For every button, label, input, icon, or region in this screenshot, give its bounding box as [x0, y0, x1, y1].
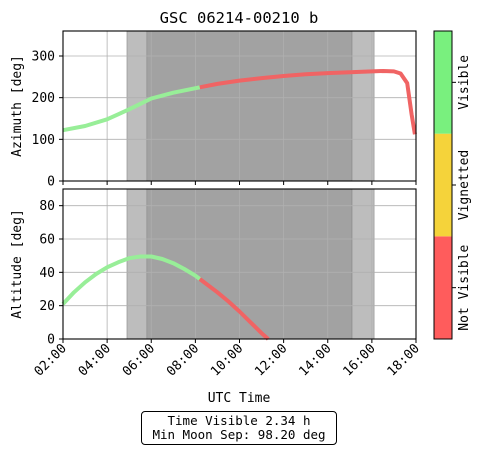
x-axis-ticks: 02:00 04:00 06:00 08:00 10:00 12:00 14:00 16:00…	[32, 341, 423, 379]
x-tick-label-7: 16:00	[340, 341, 378, 379]
x-tick-label-1: 04:00	[76, 341, 114, 379]
colorbar-label-1: Vignetted	[457, 150, 472, 220]
x-tick-label-4: 10:00	[208, 341, 246, 379]
colorbar-band-vignetted	[434, 133, 452, 237]
time-visible-text: Time Visible 2.34 h	[167, 413, 311, 428]
azimuth-panel: 0 100 200 300 Azimuth [deg]	[10, 30, 417, 190]
moon-separation-text: Min Moon Sep: 98.20 deg	[152, 427, 326, 442]
x-tick-label-3: 08:00	[164, 341, 202, 379]
azimuth-ytick-label-3: 300	[32, 50, 55, 65]
azimuth-twilight-region	[351, 30, 375, 182]
altitude-ytick-label-3: 60	[39, 233, 55, 248]
azimuth-night-region	[146, 30, 353, 182]
x-tick-label-2: 06:00	[120, 341, 158, 379]
altitude-night-region	[146, 188, 353, 340]
altitude-ytick-label-0: 0	[47, 333, 55, 348]
colorbar-label-0: Not Visible	[457, 244, 472, 330]
chart-title: GSC 06214-00210 b	[160, 9, 319, 27]
azimuth-ytick-label-1: 100	[32, 133, 55, 148]
altitude-twilight-region	[351, 188, 375, 340]
colorbar-frame	[433, 30, 453, 340]
altitude-series-visible	[61, 254, 201, 306]
colorbar-band-visible	[434, 31, 452, 134]
altitude-ytick-label-2: 40	[39, 266, 55, 281]
azimuth-ytick-label-0: 0	[47, 175, 55, 190]
altitude-panel: 0 20 40 60 80 Altitude [deg]	[10, 188, 417, 348]
azimuth-ylabel: Azimuth [deg]	[10, 55, 25, 157]
azimuth-series-not-visible	[199, 69, 417, 135]
altitude-ytick-label-4: 80	[39, 199, 55, 214]
azimuth-series-visible	[62, 85, 201, 133]
visibility-colorbar: Not Visible Vignetted Visible	[433, 30, 472, 340]
altitude-ytick-label-1: 20	[39, 299, 55, 314]
summary-box: Time Visible 2.34 h Min Moon Sep: 98.20 …	[141, 411, 337, 445]
x-tick-label-5: 12:00	[252, 341, 290, 379]
x-axis-label: UTC Time	[208, 391, 271, 406]
x-tick-label-8: 18:00	[385, 341, 423, 379]
azimuth-ytick-label-2: 200	[32, 91, 55, 106]
altitude-ylabel: Altitude [deg]	[10, 209, 25, 319]
altitude-series-not-visible	[198, 277, 270, 341]
colorbar-band-not-visible	[434, 236, 452, 339]
colorbar-label-2: Visible	[457, 55, 472, 110]
x-tick-label-6: 14:00	[296, 341, 334, 379]
